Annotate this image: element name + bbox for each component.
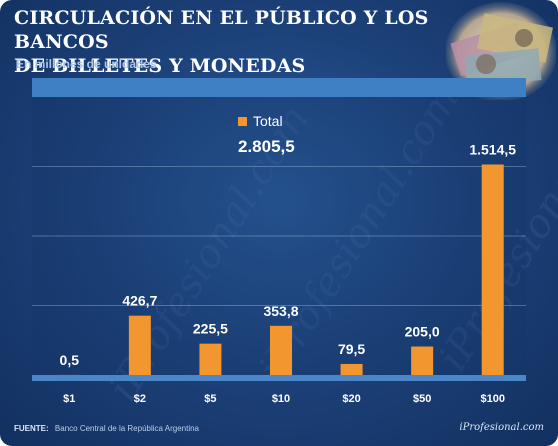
axis-band <box>32 375 526 381</box>
bar-usd-100 <box>481 164 504 375</box>
chart-title-line-1: CIRCULACIÓN EN EL PÚBLICO Y LOS BANCOS <box>14 7 429 53</box>
value-label: 225,5 <box>193 321 228 337</box>
legend-total-value: 2.805,5 <box>238 137 295 156</box>
bar-usd-50 <box>411 346 434 375</box>
chart-title: CIRCULACIÓN EN EL PÚBLICO Y LOS BANCOS D… <box>14 6 444 78</box>
bar-usd-2 <box>128 315 151 375</box>
bars <box>58 164 504 375</box>
value-labels: 0,5 426,7 225,5 353,8 79,5 205,0 1.514,5 <box>60 141 517 367</box>
x-tick-label: $20 <box>342 393 360 405</box>
value-label: 0,5 <box>60 352 80 368</box>
gridlines <box>32 166 526 306</box>
value-label: 79,5 <box>338 341 365 357</box>
value-label: 205,0 <box>405 324 440 340</box>
source-label: FUENTE: <box>14 424 49 433</box>
source-note: FUENTE: Banco Central de la República Ar… <box>14 424 199 433</box>
plot-top-band <box>32 78 526 97</box>
bar-usd-5 <box>199 343 222 375</box>
x-tick-label: $10 <box>272 393 290 405</box>
source-text: Banco Central de la República Argentina <box>54 424 199 433</box>
x-tick-label: $1 <box>63 393 75 405</box>
x-tick-labels: $1 $2 $5 $10 $20 $50 $100 <box>63 393 505 405</box>
x-tick-label: $5 <box>204 393 216 405</box>
value-label: 426,7 <box>122 293 157 309</box>
value-label: 1.514,5 <box>469 141 516 157</box>
brand-logo: iProfesional.com <box>459 422 544 433</box>
bar-usd-10 <box>270 325 292 375</box>
legend-swatch <box>238 117 247 126</box>
x-tick-label: $100 <box>480 393 504 405</box>
value-label: 353,8 <box>263 303 298 319</box>
x-tick-label: $50 <box>413 393 431 405</box>
chart-subtitle: En millones de unidades <box>16 57 157 71</box>
chart-title-line-2: DE BILLETES Y MONEDAS <box>14 55 306 77</box>
banknotes-photo-icon <box>446 2 556 100</box>
legend-label: Total <box>253 113 283 129</box>
x-tick-label: $2 <box>134 393 146 405</box>
bar-usd-20 <box>340 363 363 375</box>
